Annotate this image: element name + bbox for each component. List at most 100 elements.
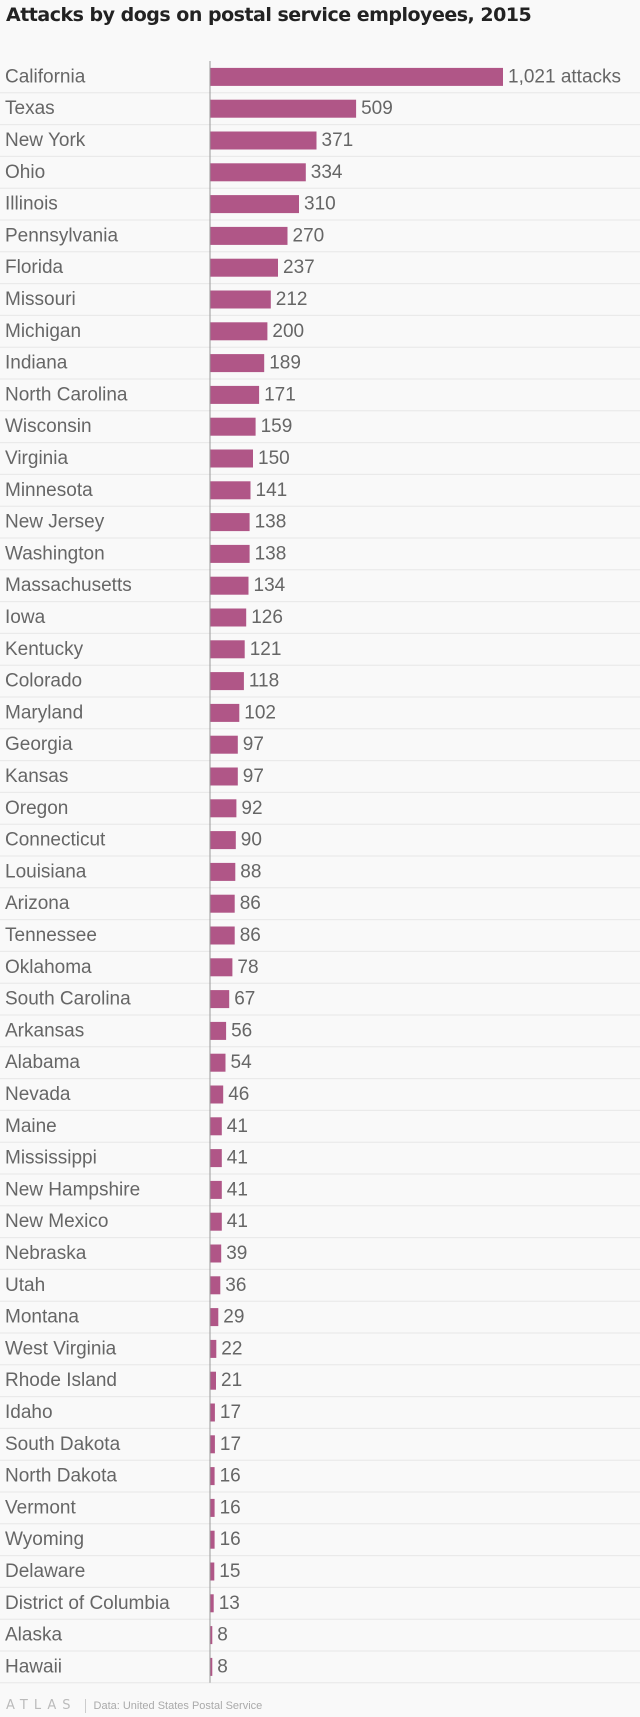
bar (210, 1657, 213, 1676)
category-label: Connecticut (5, 830, 106, 851)
category-label: Florida (5, 257, 64, 278)
bar (210, 322, 268, 341)
category-label: New York (5, 130, 86, 151)
bar (210, 1339, 217, 1358)
bar (210, 1053, 226, 1072)
value-label: 54 (231, 1052, 253, 1073)
value-label: 121 (250, 639, 282, 660)
value-label: 102 (244, 702, 276, 723)
bar (210, 1085, 224, 1104)
bar (210, 576, 249, 595)
category-label: New Hampshire (5, 1179, 140, 1200)
value-label: 15 (219, 1561, 240, 1582)
bar (210, 831, 236, 850)
category-label: Maryland (5, 702, 83, 723)
category-label: Louisiana (5, 861, 87, 882)
value-label: 41 (227, 1116, 248, 1137)
value-label: 21 (221, 1370, 242, 1391)
value-label: 138 (255, 512, 287, 533)
bar (210, 1180, 222, 1199)
category-label: Mississippi (5, 1148, 97, 1169)
value-label: 118 (249, 671, 279, 692)
value-label: 17 (220, 1434, 241, 1455)
value-label: 171 (264, 384, 296, 405)
bar (210, 703, 240, 722)
bar (210, 385, 260, 404)
bar (210, 990, 230, 1009)
category-label: Michigan (5, 321, 81, 342)
value-label: 86 (240, 925, 261, 946)
bar (210, 290, 271, 309)
category-label: Kansas (5, 766, 68, 787)
value-label: 237 (283, 257, 315, 278)
category-label: Colorado (5, 671, 82, 692)
bar (210, 1021, 227, 1040)
category-label: Rhode Island (5, 1370, 117, 1391)
category-label: Maine (5, 1116, 57, 1137)
value-label: 41 (227, 1179, 248, 1200)
bar (210, 1308, 219, 1327)
footer-divider (84, 1698, 86, 1713)
value-label: 159 (261, 416, 293, 437)
category-label: New Jersey (5, 512, 105, 533)
category-label: Arizona (5, 893, 70, 914)
category-label: Kentucky (5, 639, 84, 660)
bar (210, 1117, 222, 1136)
value-label: 46 (228, 1084, 249, 1105)
bar (210, 1212, 222, 1231)
category-label: Texas (5, 98, 55, 119)
value-label: 16 (220, 1529, 241, 1550)
category-label: North Dakota (5, 1466, 117, 1487)
category-label: District of Columbia (5, 1593, 170, 1614)
value-label: 22 (221, 1338, 242, 1359)
category-label: Alabama (5, 1052, 80, 1073)
value-label: 1,021 attacks (508, 66, 621, 87)
value-label: 41 (227, 1211, 248, 1232)
value-label: 97 (243, 766, 264, 787)
chart-title: Attacks by dogs on postal service employ… (6, 4, 532, 26)
bar (210, 926, 235, 945)
value-label: 67 (234, 989, 255, 1010)
category-label: Nebraska (5, 1243, 87, 1264)
value-label: 509 (361, 98, 393, 119)
bar (210, 608, 247, 627)
category-label: Oklahoma (5, 957, 92, 978)
bar (210, 1276, 221, 1295)
bar (210, 131, 317, 150)
value-label: 16 (220, 1497, 241, 1518)
bar (210, 1467, 215, 1486)
category-label: Delaware (5, 1561, 85, 1582)
bar (210, 354, 265, 373)
value-label: 138 (255, 543, 287, 564)
value-label: 126 (251, 607, 283, 628)
category-label: New Mexico (5, 1211, 108, 1232)
category-label: Oregon (5, 798, 68, 819)
value-label: 97 (243, 734, 264, 755)
category-label: Indiana (5, 353, 68, 374)
bar (210, 1371, 216, 1390)
value-label: 17 (220, 1402, 241, 1423)
value-label: 8 (217, 1656, 228, 1677)
bar (210, 1244, 222, 1263)
bar (210, 513, 250, 532)
category-label: Montana (5, 1307, 79, 1328)
chart-footer: ATLAS Data: United States Postal Service (6, 1698, 262, 1713)
bar (210, 862, 236, 881)
value-label: 13 (219, 1593, 240, 1614)
bar (210, 195, 299, 214)
value-label: 41 (227, 1148, 248, 1169)
value-label: 200 (272, 321, 304, 342)
bar (210, 1530, 215, 1549)
category-label: South Carolina (5, 989, 131, 1010)
category-label: Georgia (5, 734, 73, 755)
value-label: 212 (276, 289, 308, 310)
bar (210, 1498, 215, 1517)
category-label: Virginia (5, 448, 68, 469)
value-label: 29 (223, 1307, 244, 1328)
bar (210, 799, 237, 818)
category-label: Tennessee (5, 925, 97, 946)
bar (210, 1626, 213, 1645)
value-label: 270 (293, 225, 325, 246)
bar (210, 417, 256, 436)
